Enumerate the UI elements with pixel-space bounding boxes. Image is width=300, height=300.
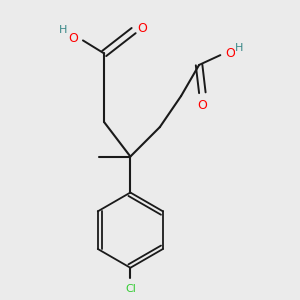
- Text: Cl: Cl: [125, 284, 136, 294]
- Text: H: H: [58, 25, 67, 35]
- Text: O: O: [138, 22, 147, 35]
- Text: O: O: [225, 47, 235, 60]
- Text: H: H: [235, 43, 244, 53]
- Text: O: O: [68, 32, 78, 45]
- Text: O: O: [197, 99, 207, 112]
